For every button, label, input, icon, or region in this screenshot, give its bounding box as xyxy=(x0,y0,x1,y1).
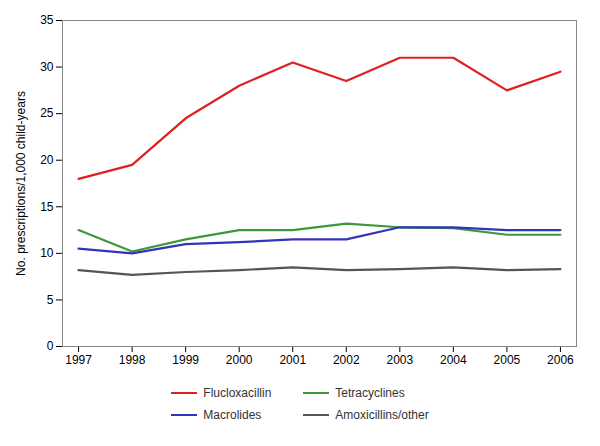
svg-text:1997: 1997 xyxy=(65,353,92,367)
svg-text:2003: 2003 xyxy=(386,353,413,367)
html-text:Macrolides: Macrolides xyxy=(203,408,262,422)
svg-text:30: 30 xyxy=(40,60,54,74)
svg-text:No. prescriptions/1,000 child-: No. prescriptions/1,000 child-years xyxy=(14,91,28,276)
svg-text:2004: 2004 xyxy=(440,353,467,367)
svg-text:10: 10 xyxy=(40,246,54,260)
svg-text:1999: 1999 xyxy=(172,353,199,367)
svg-text:2005: 2005 xyxy=(494,353,521,367)
html-text:Amoxicillins/other: Amoxicillins/other xyxy=(335,408,429,422)
html-text:Flucloxacillin: Flucloxacillin xyxy=(203,386,272,400)
svg-text:1998: 1998 xyxy=(119,353,146,367)
svg-text:2000: 2000 xyxy=(226,353,253,367)
svg-text:2006: 2006 xyxy=(547,353,574,367)
svg-text:2001: 2001 xyxy=(279,353,306,367)
svg-text:5: 5 xyxy=(47,293,54,307)
svg-text:15: 15 xyxy=(40,200,54,214)
svg-text:0: 0 xyxy=(47,339,54,353)
svg-text:25: 25 xyxy=(40,106,54,120)
svg-text:35: 35 xyxy=(40,13,54,27)
html-text:Tetracyclines: Tetracyclines xyxy=(335,386,405,400)
svg-text:2002: 2002 xyxy=(333,353,360,367)
svg-text:20: 20 xyxy=(40,153,54,167)
